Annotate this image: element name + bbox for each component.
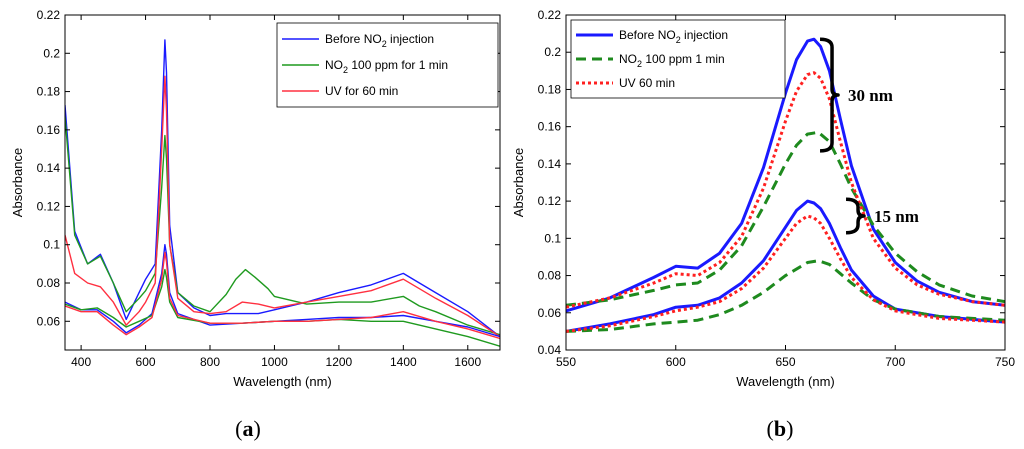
legend-label-b-0: Before NO2 injection [619,28,728,45]
legend-label-b-2: UV 60 min [619,76,675,90]
y-tick-label-a-5: 0.16 [37,123,61,137]
series-line-b-3 [566,199,1005,333]
legend-label-a-2: UV for 60 min [325,84,398,98]
x-tick-label-a-4: 1200 [326,355,353,369]
x-tick-label-a-6: 1600 [454,355,481,369]
y-tick-label-b-3: 0.1 [544,231,561,245]
y-tick-label-b-7: 0.18 [538,82,562,96]
x-tick-label-b-0: 550 [556,355,576,369]
series-line-a-5 [65,251,500,340]
x-tick-label-b-2: 650 [775,355,795,369]
series-line-b-1 [566,130,1005,307]
legend-label-b-1: NO2 100 ppm 1 min [619,52,725,69]
plot-frame-a [64,14,501,351]
series-line-b-2 [566,71,1005,309]
y-tick-label-b-6: 0.16 [538,120,562,134]
y-tick-label-a-8: 0.22 [37,8,61,22]
y-tick-label-b-4: 0.12 [538,194,562,208]
y-tick-label-b-8: 0.2 [544,45,561,59]
y-tick-label-b-1: 0.06 [538,306,562,320]
x-tick-label-a-5: 1400 [390,355,417,369]
annotations-b: 30 nm 15 nm [819,37,919,235]
annotation-label-1: 15 nm [874,207,919,226]
y-tick-label-b-2: 0.08 [538,269,562,283]
y-tick-label-b-5: 0.14 [538,157,562,171]
y-tick-label-a-1: 0.08 [37,276,61,290]
series-group-b [566,37,1005,333]
y-tick-label-a-3: 0.12 [37,199,61,213]
series-line-a-1 [65,116,500,336]
y-tick-label-b-0: 0.04 [538,343,562,357]
y-tick-label-a-0: 0.06 [37,314,61,328]
panel-b-letter: b [774,416,786,441]
panel-labels: (a) (b) [235,416,793,441]
panel-a-chart: 400 600 800 1000 1200 1400 1600 0.06 0.08 0.1 0.12… [10,8,501,389]
legend-box-b [570,19,786,99]
y-tick-label-a-7: 0.2 [43,46,60,60]
series-line-b-5 [566,214,1005,333]
y-tick-label-b-9: 0.22 [538,8,562,22]
series-line-a-3 [65,243,500,338]
legend-b: Before NO2 injection NO2 100 ppm 1 min UV … [570,19,786,99]
panel-b-chart: 550 600 650 700 750 0.04 0.06 0.08 0.1 0.12 0.14 0.… [511,8,1015,389]
x-axis-label-b: Wavelength (nm) [736,374,835,389]
series-line-a-0 [65,39,500,338]
series-line-a-4 [65,268,500,347]
y-tick-label-a-4: 0.14 [37,161,61,175]
series-line-a-2 [65,75,500,338]
annotation-label-0: 30 nm [848,86,893,105]
legend-label-a-1: NO2 100 ppm for 1 min [325,58,448,75]
series-line-b-0 [566,37,1005,313]
x-tick-label-b-3: 700 [885,355,905,369]
y-tick-label-a-2: 0.1 [43,238,60,252]
panel-a-label: (a) [235,416,261,441]
x-axis-label-a: Wavelength (nm) [233,374,332,389]
x-tick-label-a-0: 400 [71,355,91,369]
series-group-a [65,39,500,347]
y-axis-label-b: Absorbance [511,148,526,217]
annotation-brace-1 [845,197,866,235]
x-tick-label-b-4: 750 [995,355,1015,369]
y-axis-label-a: Absorbance [10,148,25,217]
legend-label-a-0: Before NO2 injection [325,32,434,49]
legend-a: Before NO2 injection NO2 100 ppm for 1 mi… [276,22,499,108]
panel-b-label: (b) [767,416,794,441]
annotation-brace-0 [819,37,840,153]
x-tick-label-b-1: 600 [666,355,686,369]
panel-a-letter: a [243,416,254,441]
series-line-b-4 [566,259,1005,333]
x-tick-label-a-3: 1000 [261,355,288,369]
y-tick-label-a-6: 0.18 [37,85,61,99]
x-tick-label-a-1: 600 [136,355,156,369]
x-tick-label-a-2: 800 [200,355,220,369]
